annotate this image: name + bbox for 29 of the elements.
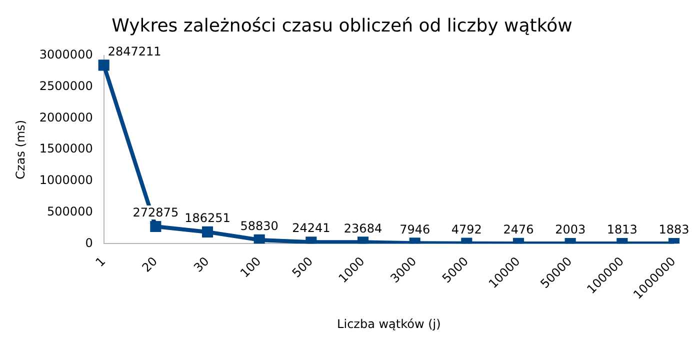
data-label: 2476 <box>503 222 534 237</box>
x-tick-label: 1 <box>92 254 108 270</box>
y-tick-label: 1500000 <box>39 142 93 156</box>
x-tick-label: 500 <box>289 254 316 280</box>
point <box>98 60 110 71</box>
data-label: 7946 <box>400 222 430 236</box>
data-label: 2003 <box>555 222 586 237</box>
data-label: 4792 <box>451 222 482 236</box>
y-tick-label: 3000000 <box>39 48 93 62</box>
data-label: 1813 <box>606 222 638 237</box>
point <box>254 234 265 244</box>
x-tick-label: 20 <box>139 254 160 275</box>
y-axis-title: Czas (ms) <box>13 120 28 180</box>
x-tick-label: 30 <box>191 254 212 275</box>
data-label: 24241 <box>292 221 330 236</box>
data-label: 58830 <box>240 219 278 234</box>
data-label: 2847211 <box>108 44 162 58</box>
x-tick-label: 100 <box>238 254 264 280</box>
data-label: 272875 <box>132 206 179 220</box>
data-label: 23684 <box>344 221 382 236</box>
y-tick-label: 500000 <box>47 204 93 218</box>
x-axis-title: Liczba wątków (j) <box>337 316 441 331</box>
y-tick-label: 0 <box>85 236 93 250</box>
chart-title: Wykres zależności czasu obliczeń od liczby wątków <box>112 15 572 36</box>
data-label: 1883 <box>658 222 690 237</box>
data-label: 186251 <box>184 211 230 226</box>
y-tick-label: 1000000 <box>39 173 93 188</box>
y-tick-label: 2000000 <box>39 110 93 124</box>
y-tick-label: 2500000 <box>39 79 93 94</box>
